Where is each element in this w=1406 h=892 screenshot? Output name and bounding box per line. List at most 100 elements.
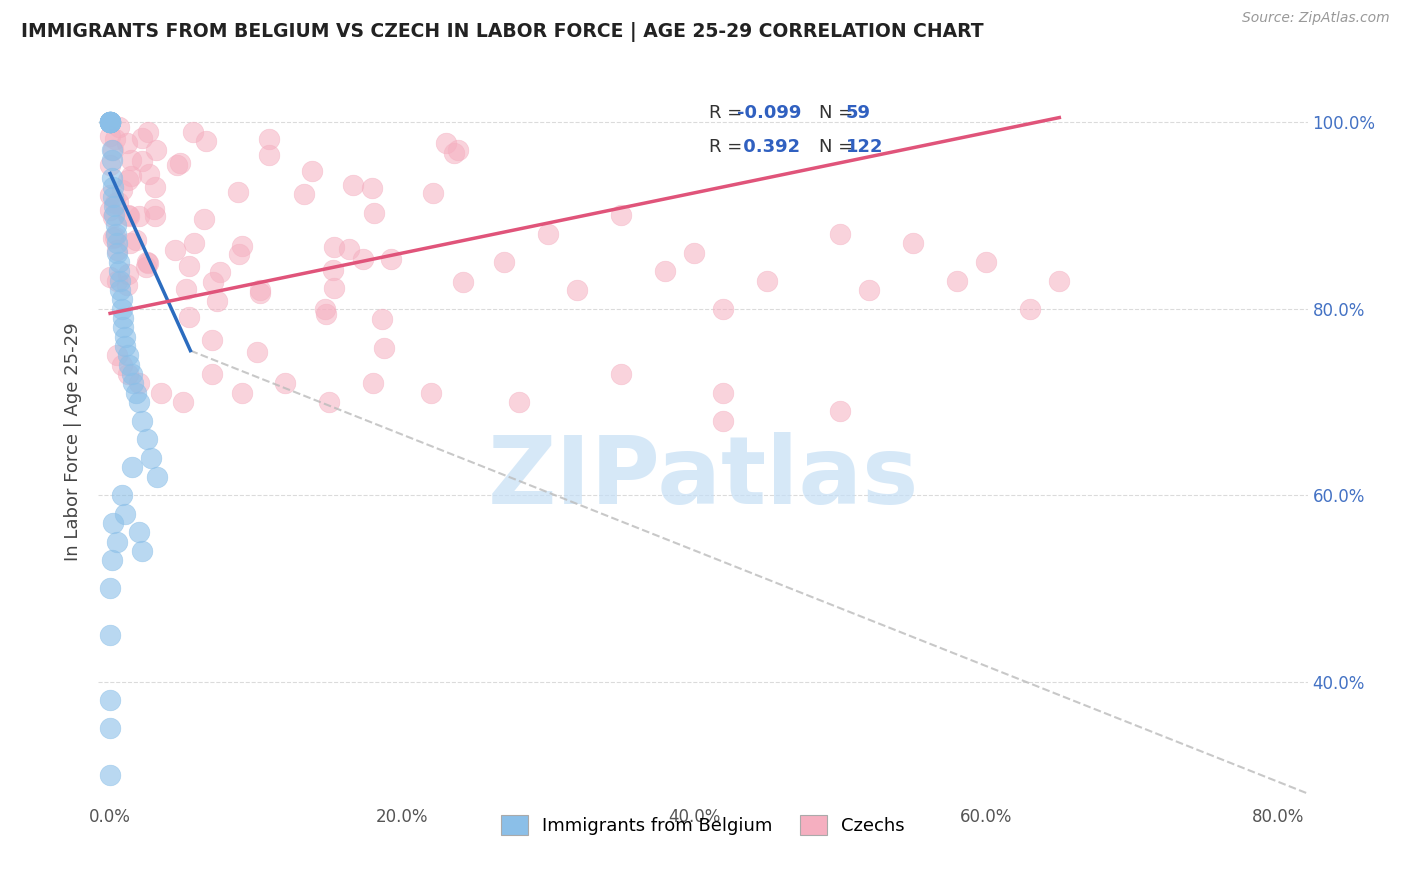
Point: [181, 125, 204, 139]
Point: [121, 367, 143, 381]
Point: [104, 230, 127, 244]
Point: [108, 264, 131, 278]
Point: [115, 278, 138, 293]
Point: [169, 156, 191, 170]
Point: [111, 358, 134, 372]
Point: [112, 311, 135, 326]
Point: [830, 404, 852, 418]
Point: [98, 582, 121, 596]
Point: [974, 255, 997, 269]
Point: [294, 186, 316, 201]
Point: [100, 153, 122, 167]
Point: [108, 255, 131, 269]
Point: [683, 245, 706, 260]
Point: [858, 283, 880, 297]
Point: [104, 195, 127, 210]
Point: [121, 169, 143, 183]
Point: [756, 274, 779, 288]
Text: N =: N =: [820, 137, 859, 156]
Point: [131, 153, 153, 168]
Point: [654, 264, 676, 278]
Point: [114, 339, 136, 353]
Point: [101, 190, 124, 204]
Point: [125, 233, 148, 247]
Point: [107, 194, 129, 209]
Point: [508, 395, 530, 409]
Point: [131, 413, 153, 427]
Point: [115, 136, 138, 150]
Point: [139, 450, 162, 465]
Point: [205, 293, 228, 308]
Point: [713, 385, 735, 400]
Point: [420, 385, 443, 400]
Text: 0.392: 0.392: [737, 137, 800, 156]
Point: [142, 202, 165, 217]
Point: [98, 270, 121, 285]
Point: [131, 544, 153, 558]
Point: [103, 199, 125, 213]
Point: [122, 376, 145, 391]
Text: -0.099: -0.099: [737, 103, 801, 122]
Point: [117, 173, 139, 187]
Point: [111, 184, 134, 198]
Point: [422, 186, 444, 201]
Point: [231, 239, 253, 253]
Point: [98, 721, 121, 735]
Point: [107, 534, 129, 549]
Point: [322, 281, 344, 295]
Point: [98, 115, 121, 129]
Point: [342, 178, 364, 193]
Text: R =: R =: [709, 137, 748, 156]
Point: [98, 115, 121, 129]
Point: [174, 282, 197, 296]
Point: [195, 134, 218, 148]
Point: [98, 115, 121, 129]
Point: [121, 460, 143, 475]
Point: [201, 367, 224, 381]
Point: [117, 367, 139, 381]
Point: [105, 274, 128, 288]
Point: [361, 181, 384, 195]
Point: [903, 236, 925, 251]
Point: [453, 276, 475, 290]
Point: [108, 120, 131, 135]
Point: [166, 158, 188, 172]
Point: [117, 208, 139, 222]
Point: [610, 367, 633, 381]
Point: [301, 164, 323, 178]
Point: [363, 206, 385, 220]
Point: [98, 628, 121, 642]
Point: [143, 180, 166, 194]
Point: [136, 256, 159, 270]
Point: [274, 376, 297, 391]
Point: [101, 231, 124, 245]
Point: [114, 507, 136, 521]
Point: [150, 385, 173, 400]
Point: [101, 144, 124, 158]
Point: [373, 342, 395, 356]
Point: [337, 243, 360, 257]
Point: [114, 329, 136, 343]
Point: [136, 125, 159, 139]
Point: [105, 243, 128, 257]
Point: [138, 167, 160, 181]
Point: [713, 301, 735, 316]
Point: [103, 209, 125, 223]
Text: Source: ZipAtlas.com: Source: ZipAtlas.com: [1241, 11, 1389, 25]
Point: [101, 516, 124, 530]
Point: [117, 267, 139, 281]
Point: [118, 210, 141, 224]
Point: [143, 209, 166, 223]
Point: [111, 301, 134, 316]
Point: [231, 385, 253, 400]
Point: [111, 293, 134, 307]
Point: [443, 146, 465, 161]
Point: [1019, 301, 1042, 316]
Point: [117, 348, 139, 362]
Point: [98, 115, 121, 129]
Point: [145, 143, 167, 157]
Point: [128, 395, 150, 409]
Point: [125, 385, 148, 400]
Point: [112, 320, 135, 334]
Point: [98, 202, 121, 217]
